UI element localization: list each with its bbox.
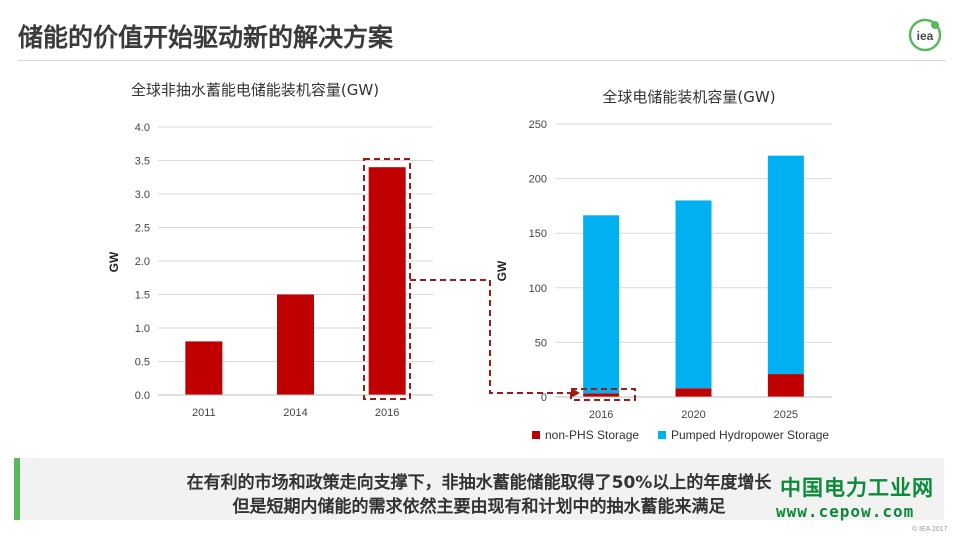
- page-title: 储能的价值开始驱动新的解决方案: [18, 23, 394, 52]
- chart2-y-tick-label: 150: [529, 228, 547, 240]
- chart2-title: 全球电储能装机容量(GW): [602, 88, 775, 106]
- chart1-x-tick-label: 2016: [375, 407, 399, 419]
- chart2-x-tick-label: 2020: [681, 409, 705, 421]
- charts-canvas: 全球非抽水蓄能电储能装机容量(GW) GW 0.0 0.5 1.0 1.5 2.0 2.5…: [107, 81, 832, 442]
- chart1-title: 全球非抽水蓄能电储能装机容量(GW): [131, 81, 379, 99]
- chart2-y-tick-label: 50: [535, 337, 547, 349]
- watermark-name: 中国电力工业网: [780, 476, 934, 500]
- chart2-x-tick-label: 2025: [774, 409, 798, 421]
- chart2-highlight-box: [570, 388, 636, 401]
- chart2-y-tick-label: 200: [529, 174, 547, 186]
- chart2-y-tick-label: 100: [529, 283, 547, 295]
- iea-logo: iea: [908, 18, 942, 52]
- chart2-x-tick-label: 2016: [589, 409, 613, 421]
- watermark-url: www.cepow.com: [776, 502, 915, 521]
- chart2-bar-2016-series-2: [583, 215, 620, 394]
- chart2-bar-2016-series-1: [583, 393, 620, 397]
- connector-arrowhead: [571, 388, 580, 398]
- chart1-bar-2011: [185, 341, 223, 395]
- chart1-y-tick-label: 0.5: [135, 357, 150, 369]
- chart1-y-tick-label: 2.5: [135, 223, 150, 235]
- chart2-y-axis-label: GW: [495, 260, 509, 281]
- chart1-x-tick-label: 2014: [283, 407, 307, 419]
- copyright-note: © IEA 2017: [912, 526, 948, 533]
- chart1-x-tick-label: 2011: [192, 407, 216, 419]
- chart2-bar-2020-series-1: [675, 388, 712, 397]
- chart1-bar-2014: [277, 294, 314, 395]
- chart2-bar-2025-series-2: [767, 155, 804, 375]
- chart2-bar-2025-series-1: [767, 374, 804, 397]
- chart1-y-tick-label: 1.0: [135, 323, 150, 335]
- legend-label-non-phs: non-PHS Storage: [545, 428, 639, 442]
- connector-arrow: [410, 279, 573, 394]
- key-message-banner: 在有利的市场和政策走向支撑下，非抽水蓄能储能取得了50%以上的年度增长 但是短期…: [14, 458, 944, 520]
- banner-line-1: 在有利的市场和政策走向支撑下，非抽水蓄能储能取得了50%以上的年度增长: [186, 473, 772, 493]
- title-divider: [18, 60, 946, 61]
- chart1-y-tick-label: 3.0: [135, 189, 150, 201]
- chart1-y-tick-label: 4.0: [135, 122, 150, 134]
- legend-swatch-phs: [658, 431, 666, 439]
- chart1-y-tick-label: 3.5: [135, 156, 150, 168]
- chart2-y-tick-label: 250: [529, 119, 547, 131]
- legend-label-phs: Pumped Hydropower Storage: [671, 428, 829, 442]
- banner-accent-bar: [14, 458, 20, 520]
- iea-logo-text: iea: [917, 29, 934, 43]
- chart2-bar-2020-series-2: [675, 200, 712, 389]
- chart1-y-tick-label: 1.5: [135, 290, 150, 302]
- chart1-y-tick-label: 2.0: [135, 256, 150, 268]
- chart1-y-tick-label: 0.0: [135, 390, 150, 402]
- chart1-y-axis-label: GW: [107, 251, 121, 272]
- chart2-y-tick-label: 0: [541, 392, 547, 404]
- chart1-bar-2016: [368, 167, 406, 395]
- banner-line-2: 但是短期内储能的需求依然主要由现有和计划中的抽水蓄能来满足: [232, 497, 726, 517]
- legend-swatch-non-phs: [532, 431, 540, 439]
